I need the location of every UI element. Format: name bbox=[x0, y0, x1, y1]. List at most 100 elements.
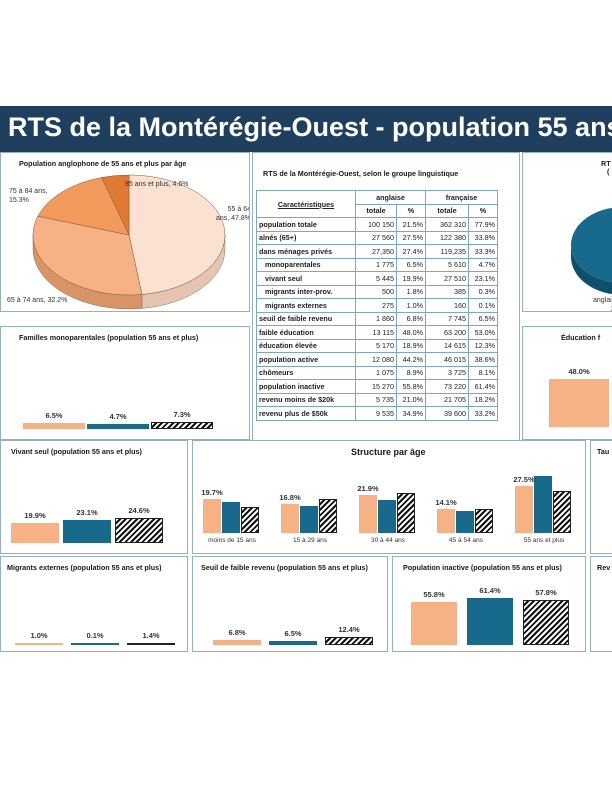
pie-age-panel: Population anglophone de 55 ans et plus … bbox=[0, 152, 250, 312]
bar-value-label: 6.8% bbox=[228, 628, 246, 638]
cell-francaise-totale: 27 510 bbox=[425, 271, 469, 286]
cell-anglaise-pct: 19.9% bbox=[396, 271, 426, 286]
table-row: monoparentales 1 775 6.5% 5 610 4.7% bbox=[256, 257, 498, 272]
pie-label-75: 75 à 84 ans, 15.3% bbox=[9, 188, 48, 204]
faible-revenu-panel: Seuil de faible revenu (population 55 an… bbox=[192, 556, 388, 652]
category-tick-label: moins de 15 ans bbox=[208, 537, 256, 544]
cell-francaise-totale: 362 310 bbox=[425, 217, 469, 232]
pie-age-svg bbox=[32, 174, 226, 310]
cell-francaise-totale: 5 610 bbox=[425, 257, 469, 272]
bar-third bbox=[319, 498, 337, 533]
table-row: migrants inter-prov. 500 1.8% 385 0.3% bbox=[256, 284, 498, 299]
row-label: population totale bbox=[256, 217, 356, 232]
table-row: dans ménages privés 27,350 27.4% 119,235 33.… bbox=[256, 244, 498, 259]
bar-anglaise bbox=[549, 379, 609, 427]
pie-label-65: 65 à 74 ans, 32.2% bbox=[7, 297, 68, 304]
bar-francaise bbox=[300, 505, 318, 533]
row-label: revenu moins de $20k bbox=[256, 392, 356, 407]
header-anglaise: anglaise bbox=[355, 190, 426, 205]
cell-anglaise-pct: 8.9% bbox=[396, 365, 426, 380]
bar-anglaise bbox=[281, 504, 299, 533]
bar-third bbox=[127, 643, 175, 645]
header-francaise: française bbox=[425, 190, 498, 205]
cell-anglaise-pct: 21.0% bbox=[396, 392, 426, 407]
bar-third bbox=[397, 492, 415, 533]
cell-francaise-totale: 21 705 bbox=[425, 392, 469, 407]
cell-francaise-pct: 4.7% bbox=[468, 257, 498, 272]
taux-title: Tau bbox=[597, 447, 610, 456]
bar-francaise bbox=[378, 499, 396, 533]
cell-francaise-totale: 385 bbox=[425, 284, 469, 299]
bar-francaise bbox=[467, 597, 513, 645]
cell-francaise-totale: 63 200 bbox=[425, 325, 469, 340]
bar-value-label: 16.8% bbox=[279, 493, 301, 503]
vivant-seul-title: Vivant seul (population 55 ans et plus) bbox=[11, 447, 142, 456]
structure-title: Structure par âge bbox=[351, 447, 426, 457]
cell-anglaise-totale: 9 535 bbox=[355, 406, 397, 421]
cell-francaise-pct: 18.2% bbox=[468, 392, 498, 407]
table-row: revenu plus de $50k 9 535 34.9% 39 600 33.2% bbox=[256, 406, 498, 421]
education-title: Éducation f bbox=[561, 333, 601, 342]
cell-francaise-totale: 7 745 bbox=[425, 311, 469, 326]
cell-anglaise-pct: 1.0% bbox=[396, 298, 426, 313]
cell-francaise-pct: 23.1% bbox=[468, 271, 498, 286]
cell-anglaise-pct: 27.5% bbox=[396, 230, 426, 245]
bar-value-label: 21.9% bbox=[357, 484, 379, 494]
cell-francaise-pct: 0.1% bbox=[468, 298, 498, 313]
cell-anglaise-pct: 18.9% bbox=[396, 338, 426, 353]
table-row: chômeurs 1 075 8.9% 3 725 8.1% bbox=[256, 365, 498, 380]
cell-anglaise-totale: 5 445 bbox=[355, 271, 397, 286]
cell-anglaise-totale: 12 080 bbox=[355, 352, 397, 367]
bar-francaise bbox=[63, 519, 111, 543]
cell-francaise-pct: 33.2% bbox=[468, 406, 498, 421]
row-label: monoparentales bbox=[256, 257, 356, 272]
row-label: migrants inter-prov. bbox=[256, 284, 356, 299]
cell-anglaise-totale: 27,350 bbox=[355, 244, 397, 259]
cell-anglaise-totale: 275 bbox=[355, 298, 397, 313]
header-caracteristiques: Caractéristiques bbox=[256, 190, 356, 218]
bar-francaise bbox=[222, 501, 240, 533]
cell-anglaise-pct: 1.8% bbox=[396, 284, 426, 299]
bar-francaise bbox=[456, 510, 474, 533]
cell-francaise-totale: 3 725 bbox=[425, 365, 469, 380]
pie-slice-55-64 bbox=[128, 174, 226, 295]
cell-francaise-pct: 61.4% bbox=[468, 379, 498, 394]
bar-value-label: 14.1% bbox=[435, 497, 457, 507]
row-label: chômeurs bbox=[256, 365, 356, 380]
table-title: RTS de la Montérégie-Ouest, selon le gro… bbox=[263, 169, 459, 178]
bar-value-label: 0.1% bbox=[86, 631, 104, 640]
bar-anglaise bbox=[515, 485, 533, 533]
bar-francaise bbox=[71, 643, 119, 645]
cell-anglaise-pct: 6.8% bbox=[396, 311, 426, 326]
cell-francaise-pct: 53.0% bbox=[468, 325, 498, 340]
bar-anglaise bbox=[203, 499, 221, 533]
revenu-title: Rev bbox=[597, 563, 611, 572]
cell-francaise-pct: 6.5% bbox=[468, 311, 498, 326]
title-banner bbox=[0, 106, 612, 152]
pie-right-slice-side bbox=[571, 245, 612, 295]
bar-value-label: 55.8% bbox=[423, 589, 445, 599]
structure-panel: Structure par âge 19.7% moins de 15 ans 16… bbox=[192, 440, 586, 554]
bar-anglaise bbox=[11, 523, 59, 543]
bar-value-label: 27.5% bbox=[513, 474, 535, 484]
bar-francaise bbox=[534, 475, 552, 533]
table-row: revenu moins de $20k 5 735 21.0% 21 705 18.2… bbox=[256, 392, 498, 407]
cell-francaise-totale: 46 015 bbox=[425, 352, 469, 367]
header-f-totale: totale bbox=[425, 203, 469, 218]
bar-value-label: 61.4% bbox=[479, 585, 501, 595]
bar-value-label: 1.0% bbox=[30, 631, 48, 640]
row-label: revenu plus de $50k bbox=[256, 406, 356, 421]
cell-anglaise-totale: 5 170 bbox=[355, 338, 397, 353]
cell-anglaise-totale: 1 075 bbox=[355, 365, 397, 380]
table-row: seuil de faible revenu 1 860 6.8% 7 745 6.5% bbox=[256, 311, 498, 326]
bar-anglaise bbox=[359, 495, 377, 533]
education-panel: Éducation f 48.0% bbox=[522, 326, 612, 440]
cell-anglaise-totale: 1 860 bbox=[355, 311, 397, 326]
page-title: RTS de la Montérégie-Ouest - population … bbox=[8, 112, 612, 142]
bar-francaise bbox=[87, 424, 149, 429]
row-label: dans ménages privés bbox=[256, 244, 356, 259]
table-row: faible éducation 13 115 48.0% 63 200 53.0% bbox=[256, 325, 498, 340]
cell-anglaise-pct: 44.2% bbox=[396, 352, 426, 367]
header-a-totale: totale bbox=[355, 203, 397, 218]
bar-value-label: 19.7% bbox=[201, 488, 223, 498]
